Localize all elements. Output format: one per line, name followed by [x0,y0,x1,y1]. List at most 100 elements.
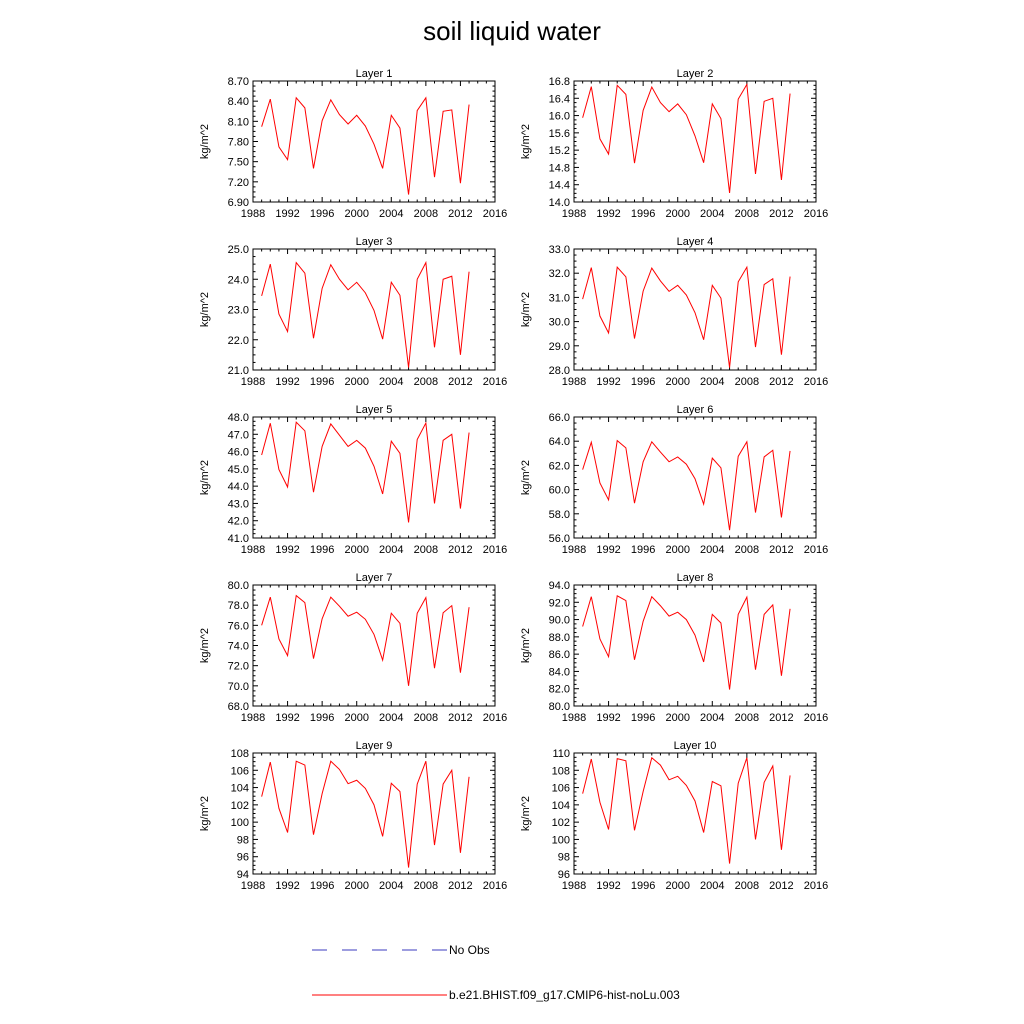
y-tick-label: 104 [231,783,249,795]
y-axis-label: kg/m^2 [199,124,211,159]
x-tick-label: 2008 [414,544,438,556]
x-tick-label: 1992 [275,880,299,892]
x-tick-label: 1992 [596,712,620,724]
y-tick-label: 78.0 [228,600,249,612]
x-tick-label: 2000 [344,376,368,388]
legend-label-no-obs: No Obs [449,943,490,957]
chart-panel: Layer 8 kg/m^2 1988 1992 1996 2000 2004 2008 201… [520,572,828,724]
figure-title: soil liquid water [423,16,601,46]
y-tick-label: 80.0 [549,701,570,713]
y-axis-label: kg/m^2 [199,292,211,327]
x-tick-label: 1992 [275,208,299,220]
y-tick-label: 56.0 [549,533,570,545]
chart-panel: Layer 9 kg/m^2 1988 1992 1996 2000 2004 2008 201… [199,740,507,892]
chart-panel: Layer 3 kg/m^2 1988 1992 1996 2000 2004 2008 201… [199,236,507,388]
x-tick-label: 1996 [310,544,334,556]
y-tick-label: 98 [558,852,570,864]
y-tick-label: 8.40 [228,96,249,108]
y-tick-label: 14.8 [549,162,570,174]
y-tick-label: 14.0 [549,197,570,209]
legend-label-model: b.e21.BHIST.f09_g17.CMIP6-hist-noLu.003 [449,988,680,1002]
x-tick-label: 2008 [735,208,759,220]
legend: No Obs b.e21.BHIST.f09_g17.CMIP6-hist-noL… [312,943,680,1002]
y-tick-label: 98 [237,834,249,846]
x-tick-label: 2012 [448,544,472,556]
y-tick-label: 28.0 [549,365,570,377]
x-tick-label: 2012 [769,208,793,220]
y-tick-label: 48.0 [228,412,249,424]
x-tick-label: 1988 [241,376,265,388]
y-tick-label: 16.0 [549,111,570,123]
y-tick-label: 29.0 [549,341,570,353]
y-tick-label: 108 [231,748,249,760]
x-tick-label: 1992 [596,544,620,556]
x-tick-label: 2000 [665,712,689,724]
y-tick-label: 15.2 [549,145,570,157]
y-tick-label: 47.0 [228,429,249,441]
y-tick-label: 16.8 [549,76,570,88]
x-tick-label: 1992 [275,376,299,388]
x-tick-label: 2004 [700,544,724,556]
y-tick-label: 43.0 [228,498,249,510]
y-tick-label: 96 [558,869,570,881]
x-tick-label: 1996 [310,712,334,724]
x-tick-label: 1996 [310,208,334,220]
x-tick-label: 2008 [414,712,438,724]
chart-panel: Layer 5 kg/m^2 1988 1992 1996 2000 2004 2008 201… [199,404,507,556]
y-tick-label: 32.0 [549,268,570,280]
y-tick-label: 70.0 [228,681,249,693]
y-axis-label: kg/m^2 [520,460,532,495]
y-tick-label: 82.0 [549,684,570,696]
y-tick-label: 58.0 [549,509,570,521]
y-tick-label: 94 [237,869,249,881]
y-axis-label: kg/m^2 [199,796,211,831]
x-tick-label: 2008 [735,712,759,724]
panel-title: Layer 5 [356,404,393,416]
y-tick-label: 68.0 [228,701,249,713]
x-tick-label: 2008 [735,544,759,556]
y-tick-label: 96 [237,852,249,864]
y-tick-label: 21.0 [228,365,249,377]
x-tick-label: 2008 [735,880,759,892]
y-tick-label: 7.20 [228,177,249,189]
y-tick-label: 7.80 [228,137,249,149]
y-tick-label: 60.0 [549,485,570,497]
x-tick-label: 2004 [700,208,724,220]
y-tick-label: 23.0 [228,305,249,317]
y-tick-label: 7.50 [228,157,249,169]
panels-grid: Layer 1 kg/m^2 1988 1992 1996 2000 2004 2008 201… [199,68,828,892]
plot-frame [252,752,496,875]
x-tick-label: 1992 [596,880,620,892]
x-tick-label: 2016 [804,880,828,892]
y-tick-label: 44.0 [228,481,249,493]
x-tick-label: 1988 [562,880,586,892]
x-tick-label: 1988 [241,880,265,892]
chart-panel: Layer 1 kg/m^2 1988 1992 1996 2000 2004 2008 201… [199,68,507,220]
panel-title: Layer 2 [677,68,714,80]
plot-frame [573,248,817,371]
x-tick-label: 1996 [631,880,655,892]
x-tick-label: 2004 [700,376,724,388]
y-tick-label: 6.90 [228,197,249,209]
x-tick-label: 2012 [448,208,472,220]
y-tick-label: 106 [231,765,249,777]
x-tick-label: 2000 [344,880,368,892]
y-axis-label: kg/m^2 [199,628,211,663]
x-tick-label: 2008 [735,376,759,388]
y-tick-label: 8.70 [228,76,249,88]
x-tick-label: 2016 [804,208,828,220]
panel-title: Layer 1 [356,68,393,80]
y-tick-label: 80.0 [228,580,249,592]
x-tick-label: 2004 [379,208,403,220]
x-tick-label: 2000 [344,544,368,556]
x-tick-label: 1988 [562,376,586,388]
series-line [582,595,791,690]
x-tick-label: 1992 [275,712,299,724]
x-tick-label: 2000 [665,376,689,388]
x-tick-label: 2012 [448,712,472,724]
y-tick-label: 31.0 [549,292,570,304]
x-tick-label: 2004 [379,376,403,388]
y-tick-label: 46.0 [228,447,249,459]
chart-panel: Layer 2 kg/m^2 1988 1992 1996 2000 2004 2008 201… [520,68,828,220]
